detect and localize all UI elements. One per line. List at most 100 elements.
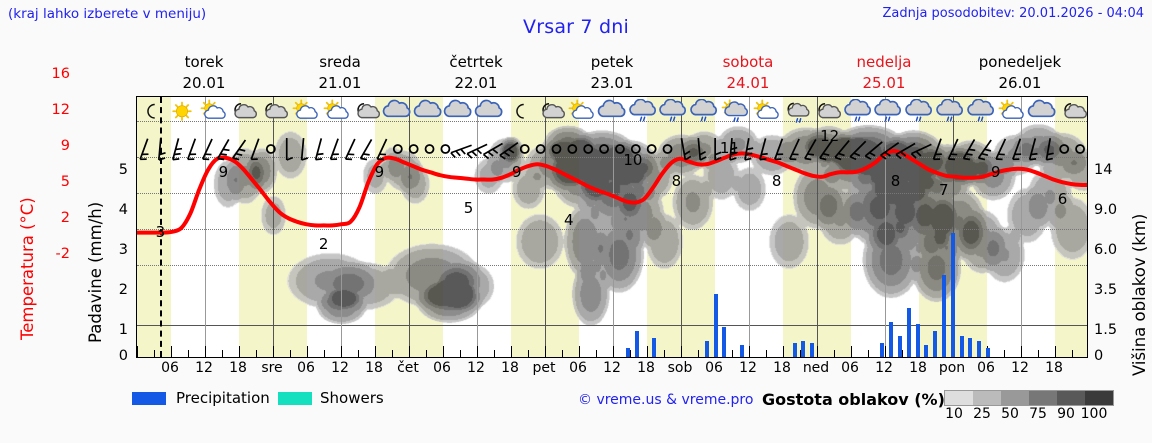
- temperature-value-label: 8: [771, 172, 782, 190]
- x-axis-tick: [868, 350, 869, 357]
- x-axis-tick: [562, 350, 563, 357]
- x-axis-tick: [630, 350, 631, 357]
- day-separator: [545, 97, 546, 357]
- x-axis-tick: [834, 350, 835, 357]
- x-axis-tick: [1072, 350, 1073, 357]
- cloud-height-tick-label: 6.0: [1094, 242, 1118, 258]
- forecast-plot[interactable]: 3 9 2 9 5 9 4 10 8 11 8 12 8 7 9 6: [136, 96, 1088, 358]
- x-tick-label: čet: [397, 360, 419, 376]
- x-axis-tick: [222, 350, 223, 357]
- x-axis-tick: [1004, 350, 1005, 357]
- precipitation-tick-label: 3: [118, 242, 128, 258]
- x-tick-label: 18: [1045, 360, 1063, 376]
- last-updated: Zadnja posodobitev: 20.01.2026 - 04:04: [882, 6, 1144, 21]
- day-date: 21.01: [318, 74, 362, 92]
- x-axis-tick: [749, 346, 750, 357]
- temperature-value-label: 9: [218, 163, 229, 181]
- day-date: 25.01: [862, 74, 906, 92]
- temperature-tick-label: 2: [60, 210, 70, 226]
- precipitation-bar: [906, 307, 911, 357]
- day-header-petek: petek 23.01: [544, 52, 680, 96]
- showers-swatch: [278, 392, 312, 405]
- precipitation-bar: [880, 342, 885, 357]
- day-header-band: torek 20.01 sreda 21.01 četrtek 22.01 petek 23.…: [136, 52, 1088, 96]
- midday-gridline: [613, 97, 614, 357]
- x-tick-label: 18: [501, 360, 519, 376]
- precipitation-bar: [985, 347, 990, 357]
- horizontal-gridline: [137, 157, 1087, 158]
- temperature-value-label: 10: [623, 151, 643, 169]
- x-axis-tick: [154, 350, 155, 357]
- day-date: 24.01: [726, 74, 770, 92]
- day-name: četrtek: [449, 53, 503, 71]
- x-axis-tick: [664, 350, 665, 357]
- x-tick-label: 06: [705, 360, 723, 376]
- cloud-density-swatch: [1029, 391, 1057, 405]
- x-axis-tick: [443, 346, 444, 357]
- temperature-value-label: 11: [719, 139, 739, 157]
- x-tick-label: 18: [909, 360, 927, 376]
- x-tick-label: 06: [977, 360, 995, 376]
- cloud-density-swatch: [1057, 391, 1085, 405]
- location-menu-note[interactable]: (kraj lahko izberete v meniju): [8, 6, 207, 22]
- temperature-value-label: 3: [155, 223, 166, 241]
- precipitation-baseline: [137, 324, 1087, 326]
- precipitation-tick-label: 5: [118, 162, 128, 178]
- cloud-density-swatch: [945, 391, 973, 405]
- horizontal-gridline: [137, 121, 1087, 122]
- precipitation-bar: [933, 331, 938, 357]
- x-axis-tick: [290, 350, 291, 357]
- x-axis-tick: [545, 346, 546, 357]
- temperature-tick-label: 12: [51, 102, 70, 118]
- x-axis-tick: [1021, 346, 1022, 357]
- cloud-height-axis-title: Višina oblakov (km): [1130, 213, 1149, 376]
- x-axis-tick: [171, 346, 172, 357]
- x-tick-label: 12: [195, 360, 213, 376]
- day-header-nedelja: nedelja 25.01: [816, 52, 952, 96]
- cloud-density-value: 90: [1057, 406, 1075, 422]
- precipitation-legend-label: Precipitation: [176, 389, 270, 407]
- midday-gridline: [749, 97, 750, 357]
- x-axis-tick: [902, 350, 903, 357]
- cloud-height-tick-label: 1.5: [1094, 322, 1118, 338]
- precipitation-bar: [810, 342, 815, 357]
- x-axis-tick: [392, 350, 393, 357]
- x-axis-tick: [647, 346, 648, 357]
- precipitation-bar: [625, 347, 630, 357]
- precipitation-bar: [792, 342, 797, 357]
- x-tick-label: sob: [667, 360, 693, 376]
- day-header-četrtek: četrtek 22.01: [408, 52, 544, 96]
- temperature-tick-label: 5: [60, 174, 70, 190]
- day-name: torek: [184, 53, 224, 71]
- copyright-link[interactable]: © vreme.us & vreme.pro: [578, 392, 754, 408]
- day-header-sreda: sreda 21.01: [272, 52, 408, 96]
- x-axis-tick: [1055, 346, 1056, 357]
- cloud-density-swatch: [973, 391, 1001, 405]
- x-axis-tick: [307, 346, 308, 357]
- precipitation-tick-label: 0: [118, 348, 128, 364]
- precipitation-axis-title: Padavine (mm/h): [86, 201, 105, 343]
- cloud-density-colorbar: [944, 390, 1114, 406]
- x-tick-label: 12: [875, 360, 893, 376]
- x-axis-tick: [409, 346, 410, 357]
- x-axis-tick: [1038, 350, 1039, 357]
- precipitation-bar: [634, 331, 639, 357]
- x-axis-tick: [341, 346, 342, 357]
- precipitation-tick-label: 2: [118, 282, 128, 298]
- x-axis-tick: [800, 350, 801, 357]
- cloud-density-value: 25: [973, 406, 991, 422]
- cloud-density-swatch: [1001, 391, 1029, 405]
- day-header-sobota: sobota 24.01: [680, 52, 816, 96]
- x-axis-tick: [613, 346, 614, 357]
- temperature-value-label: 2: [318, 235, 329, 253]
- x-tick-label: 12: [603, 360, 621, 376]
- precipitation-bar: [968, 338, 973, 357]
- cloud-density-value: 50: [1001, 406, 1019, 422]
- x-axis-tick: [817, 346, 818, 357]
- precipitation-bar: [704, 340, 709, 357]
- day-name: ponedeljek: [978, 53, 1062, 71]
- page-title: Vrsar 7 dni: [523, 16, 629, 38]
- cloud-density-swatch: [1085, 391, 1113, 405]
- x-axis-tick: [885, 346, 886, 357]
